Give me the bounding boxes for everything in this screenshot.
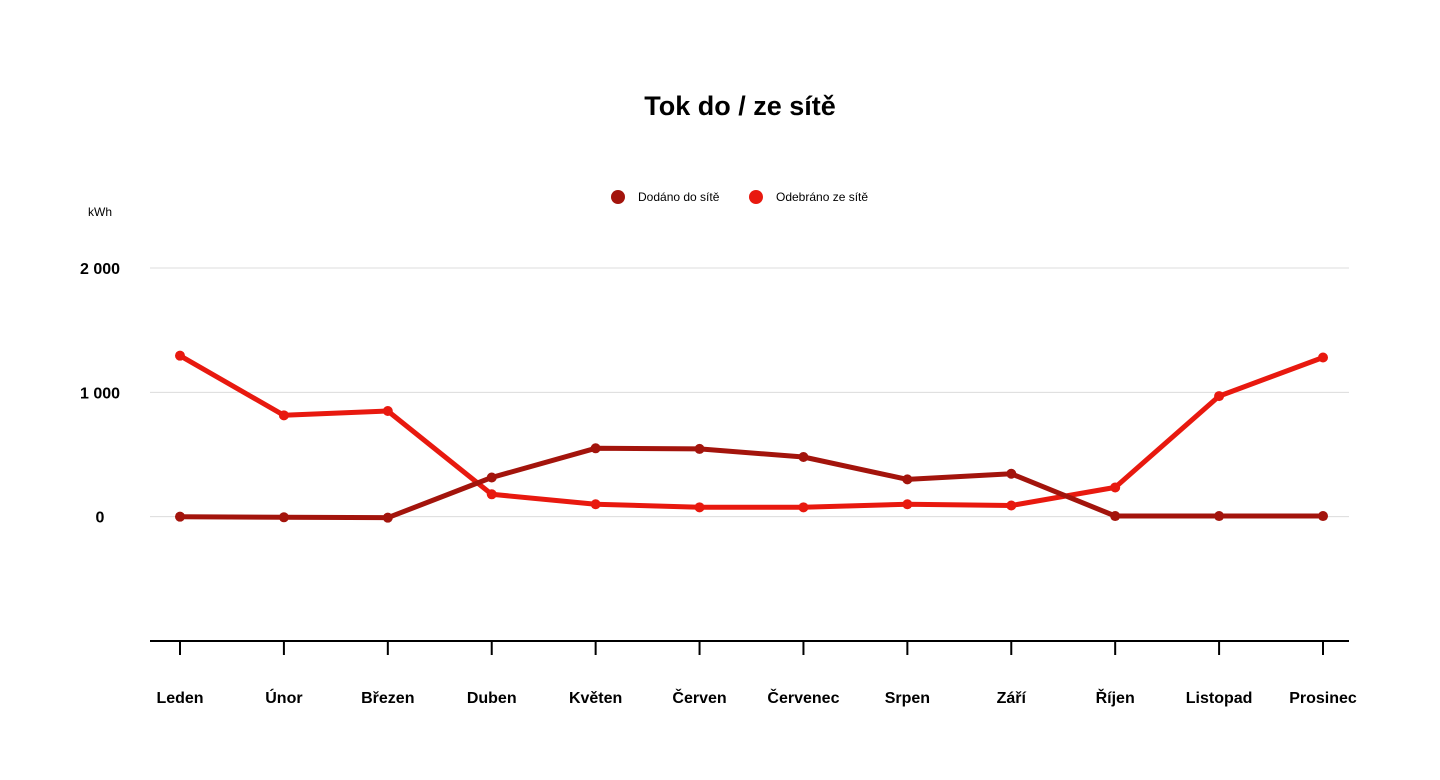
data-point-0-8[interactable] — [1006, 468, 1017, 479]
data-point-1-9[interactable] — [1110, 482, 1121, 493]
data-point-1-6[interactable] — [798, 502, 809, 513]
data-point-1-10[interactable] — [1214, 391, 1225, 402]
legend-marker-delivered — [611, 190, 625, 204]
data-point-1-8[interactable] — [1006, 500, 1017, 511]
data-point-0-4[interactable] — [590, 443, 601, 454]
chart-title: Tok do / ze sítě — [644, 91, 836, 121]
data-point-0-7[interactable] — [902, 474, 913, 485]
data-point-0-9[interactable] — [1110, 511, 1121, 522]
data-point-1-7[interactable] — [902, 499, 913, 510]
x-tick-label-5: Červen — [672, 688, 726, 707]
x-tick-label-2: Březen — [361, 690, 414, 707]
data-point-0-0[interactable] — [175, 511, 185, 522]
x-tick-label-4: Květen — [569, 690, 622, 707]
x-tick-label-8: Září — [997, 690, 1027, 707]
y-tick-label-0: 2 000 — [80, 261, 120, 278]
data-point-0-10[interactable] — [1214, 511, 1225, 522]
series-layer — [175, 350, 1328, 523]
x-tick-label-6: Červenec — [767, 688, 839, 707]
x-tick-label-7: Srpen — [885, 690, 930, 707]
legend-item-delivered[interactable]: Dodáno do sítě — [611, 190, 720, 204]
x-axis: Leden Únor Březen Duben Květen Červen Červenec… — [156, 641, 1357, 707]
x-tick-label-0: Leden — [156, 690, 203, 707]
legend: Dodáno do sítě Odebráno ze sítě — [611, 190, 868, 204]
y-tick-label-2: 0 — [96, 510, 105, 527]
grid-layer — [150, 267, 1349, 518]
data-point-0-3[interactable] — [486, 472, 497, 483]
data-point-1-5[interactable] — [694, 502, 705, 513]
legend-marker-consumed — [749, 190, 763, 204]
data-point-1-1[interactable] — [278, 410, 289, 421]
x-tick-label-11: Prosinec — [1289, 690, 1357, 707]
series-0 — [175, 443, 1328, 523]
series-line-0 — [177, 445, 1326, 521]
x-tick-label-1: Únor — [265, 688, 302, 707]
data-point-0-6[interactable] — [798, 451, 809, 462]
data-point-0-11[interactable] — [1318, 511, 1328, 522]
data-point-1-0[interactable] — [175, 350, 185, 361]
y-axis-unit: kWh — [88, 205, 112, 219]
data-point-0-2[interactable] — [382, 512, 393, 523]
legend-item-consumed[interactable]: Odebráno ze sítě — [749, 190, 868, 204]
x-tick-label-10: Listopad — [1186, 690, 1253, 707]
data-point-1-3[interactable] — [486, 489, 497, 500]
legend-label-delivered: Dodáno do sítě — [638, 190, 720, 204]
y-tick-label-1: 1 000 — [80, 385, 120, 402]
x-tick-label-3: Duben — [467, 690, 517, 707]
data-point-0-1[interactable] — [278, 512, 289, 523]
data-point-1-11[interactable] — [1318, 352, 1328, 363]
legend-label-consumed: Odebráno ze sítě — [776, 190, 868, 204]
data-point-0-5[interactable] — [694, 443, 705, 454]
series-1 — [175, 350, 1328, 513]
x-tick-label-9: Říjen — [1096, 688, 1135, 707]
data-point-1-4[interactable] — [590, 499, 601, 510]
data-point-1-2[interactable] — [382, 405, 393, 416]
series-line-1 — [177, 353, 1326, 510]
y-axis: 2 000 1 000 0 — [80, 261, 120, 527]
